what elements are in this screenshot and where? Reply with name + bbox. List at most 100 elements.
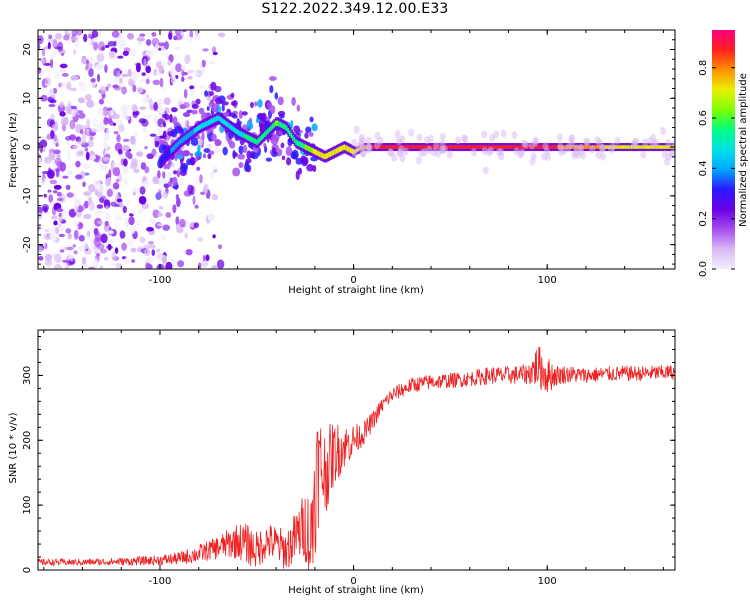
spectrogram-ridge-core [498, 145, 501, 149]
spectrogram-blob [194, 150, 203, 158]
spectrogram-blob [236, 117, 240, 127]
colorbar-tick-label: 0.2 [698, 211, 709, 227]
spectrogram-halo [493, 130, 500, 139]
spectrogram-noise-blob [96, 63, 105, 70]
spectrogram-noise-blob [96, 204, 104, 209]
spectrogram-noise-blob [78, 112, 86, 119]
spectrogram-noise-blob [112, 166, 121, 177]
spectrogram-noise-blob [144, 114, 152, 119]
spectrogram-ridge-core [381, 145, 384, 149]
spectrogram-blob [179, 165, 188, 173]
spectrogram-noise-blob [54, 73, 61, 80]
spectrogram-ridge-core [165, 152, 169, 159]
spectrogram-noise-blob [66, 246, 74, 251]
spectrogram-blob [237, 153, 246, 160]
spectrogram-noise-blob [76, 110, 84, 114]
spectrogram-ridge-core [596, 145, 599, 149]
spectrogram-ridge-core [431, 145, 434, 149]
spectrogram-halo [529, 157, 536, 166]
spectrogram-noise-blob [164, 41, 170, 50]
spectrogram-noise-blob [202, 48, 209, 52]
spectrogram-ridge-core [382, 145, 386, 149]
spectrogram-ridge-core [206, 120, 209, 127]
spectrogram-noise-blob [149, 133, 157, 137]
spectrogram-noise-blob [92, 117, 99, 128]
spectrogram-ridge-core [186, 134, 189, 140]
spectrogram-noise-blob [152, 50, 157, 54]
spectrogram-halo [511, 131, 518, 140]
spectrogram-noise-blob [54, 32, 62, 40]
spectrogram-ridge-core [449, 145, 453, 149]
spectrogram-blob [215, 97, 222, 105]
spectrogram-blob [165, 163, 171, 170]
spectrogram-noise-blob [110, 110, 114, 116]
spectrogram-blob [309, 116, 314, 123]
spectrogram-blob [250, 101, 254, 108]
spectrogram-noise-blob [83, 200, 89, 209]
spectrogram-noise-blob [100, 248, 108, 254]
spectrogram-blob [308, 131, 314, 137]
spectrogram-noise-blob [114, 247, 119, 254]
x-tick-label: -100 [149, 576, 172, 587]
spectrogram-noise-blob [147, 49, 154, 58]
spectrogram-noise-blob [87, 139, 95, 148]
spectrogram-blob [304, 132, 309, 139]
spectrogram-noise-blob [88, 266, 96, 269]
spectrogram-noise-blob [49, 54, 54, 60]
spectrogram-noise-blob [119, 77, 123, 84]
spectrogram-noise-blob [88, 201, 95, 211]
spectrogram-ridge-core [343, 144, 347, 150]
spectrogram-noise-blob [84, 147, 89, 152]
spectrogram-ridge-core [423, 145, 426, 149]
spectrogram-noise-blob [49, 87, 54, 95]
spectrogram-ridge-core [470, 145, 473, 149]
y-tick-label: 0 [22, 567, 33, 573]
spectrogram-ridge-core [413, 145, 417, 149]
spectrogram-noise-blob [89, 136, 94, 141]
spectrogram-noise-blob [82, 130, 87, 140]
spectrogram-blob [230, 92, 235, 98]
spectrogram-noise-blob [59, 63, 68, 69]
spectrogram-x-label: Height of straight line (km) [288, 285, 424, 296]
spectrogram-noise-blob [81, 57, 88, 64]
spectrogram-noise-blob [218, 244, 222, 250]
spectrogram-noise-blob [145, 261, 151, 269]
colorbar-tick-label: 0.6 [698, 110, 709, 126]
spectrogram-ridge-core [276, 120, 279, 126]
spectrogram-noise-blob [61, 123, 67, 132]
spectrogram-blob [285, 146, 293, 156]
spectrogram-ridge-core [518, 145, 521, 149]
spectrogram-ridge-core [178, 140, 181, 146]
spectrogram-halo [558, 147, 565, 156]
spectrogram-noise-blob [103, 133, 110, 141]
spectrogram-noise-blob [73, 250, 78, 255]
spectrogram-ridge-core [225, 120, 228, 127]
spectrogram-noise-blob [130, 208, 137, 215]
snr-ticks: -100 0 100 0 100 200 300 [22, 330, 675, 587]
spectrogram-blob [183, 89, 188, 99]
spectrogram-noise-blob [136, 192, 142, 198]
spectrogram-noise-blob [163, 97, 171, 105]
spectrogram-noise-blob [70, 75, 79, 81]
spectrogram-halo [387, 148, 394, 157]
spectrogram-blob [203, 148, 211, 153]
spectrogram-noise-blob [73, 202, 79, 212]
spectrogram-noise-blob [184, 54, 191, 65]
spectrogram-ridge-core [448, 145, 451, 149]
spectrogram-ridge-core [170, 147, 173, 154]
spectrogram-blob [179, 104, 186, 110]
spectrogram-noise-blob [199, 61, 203, 70]
spectrogram-halo [640, 150, 647, 159]
spectrogram-ridge-core [313, 149, 317, 155]
spectrogram-ridge-core [262, 133, 265, 139]
spectrogram-noise-blob [121, 242, 128, 251]
spectrogram-blob [162, 171, 166, 179]
spectrogram-ridge-core [502, 145, 506, 149]
spectrogram-noise-blob [116, 262, 122, 269]
spectrogram-ridge-core [340, 145, 343, 152]
spectrogram-noise-blob [146, 226, 155, 232]
spectrogram-halo [498, 148, 505, 157]
spectrogram-noise-blob [70, 105, 78, 109]
spectrogram-noise-blob [173, 46, 181, 51]
